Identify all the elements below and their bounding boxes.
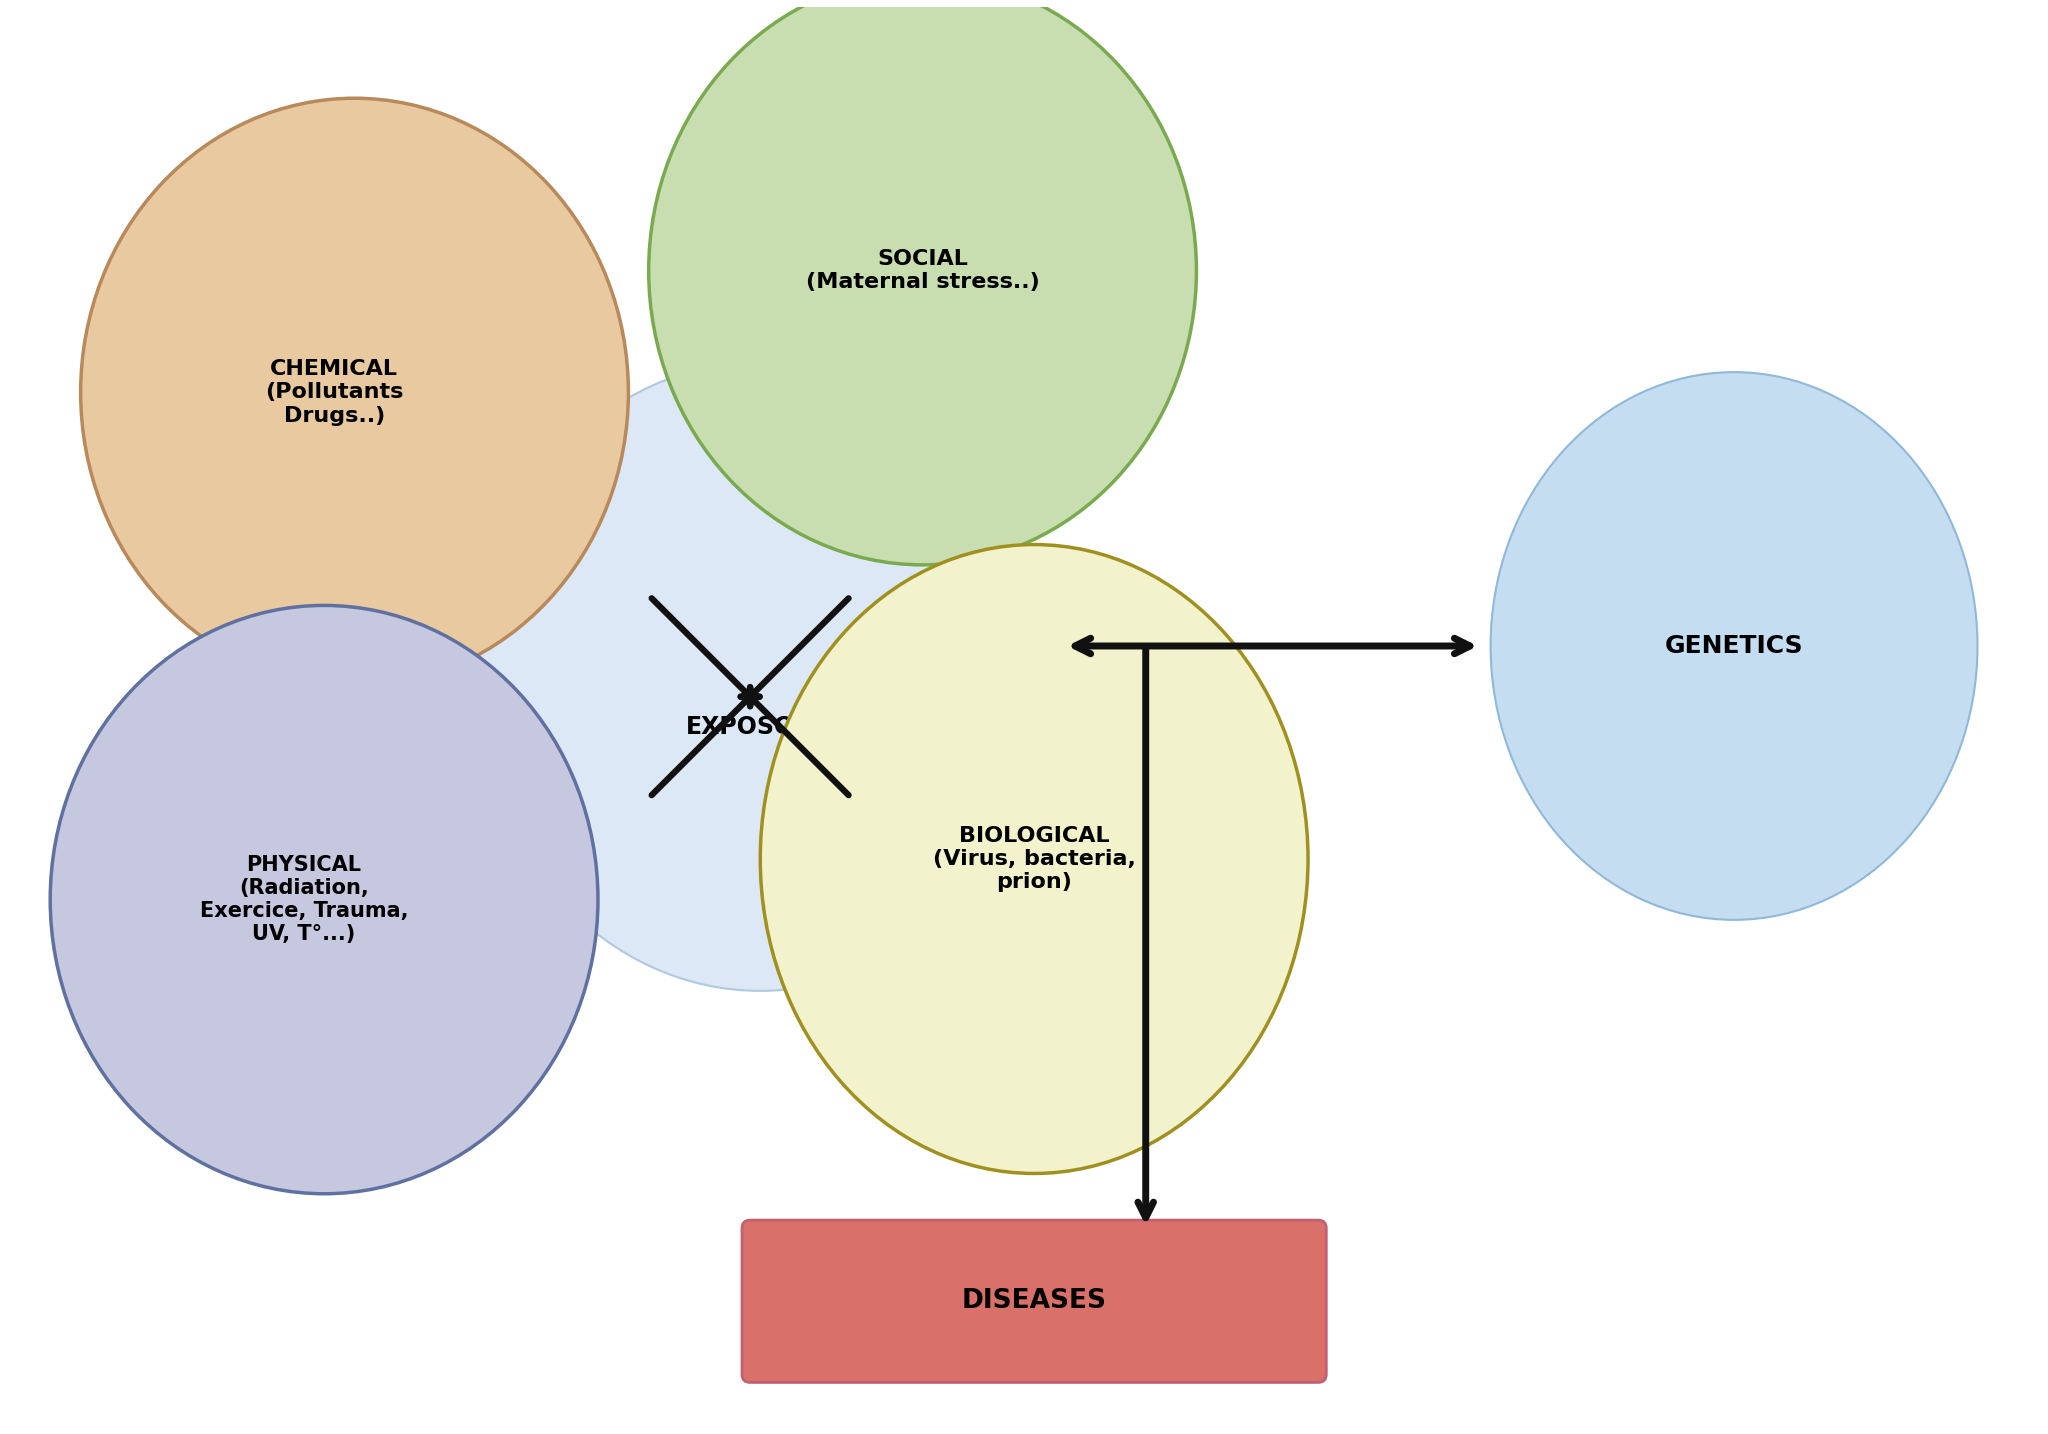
- Ellipse shape: [80, 99, 629, 687]
- Text: CHEMICAL
(Pollutants
Drugs..): CHEMICAL (Pollutants Drugs..): [264, 358, 403, 426]
- Ellipse shape: [1491, 371, 1978, 919]
- Ellipse shape: [51, 605, 598, 1193]
- Text: PHYSICAL
(Radiation,
Exercice, Trauma,
UV, T°...): PHYSICAL (Radiation, Exercice, Trauma, U…: [199, 855, 408, 945]
- FancyBboxPatch shape: [741, 1220, 1327, 1382]
- Ellipse shape: [760, 545, 1309, 1173]
- Text: BIOLOGICAL
(Virus, bacteria,
prion): BIOLOGICAL (Virus, bacteria, prion): [932, 826, 1135, 892]
- Text: SOCIAL
(Maternal stress..): SOCIAL (Maternal stress..): [805, 250, 1040, 293]
- Text: DISEASES: DISEASES: [963, 1288, 1106, 1315]
- Text: EXPOSOME: EXPOSOME: [686, 716, 836, 739]
- Ellipse shape: [477, 361, 1044, 991]
- Ellipse shape: [649, 0, 1196, 565]
- Text: GENETICS: GENETICS: [1665, 634, 1804, 658]
